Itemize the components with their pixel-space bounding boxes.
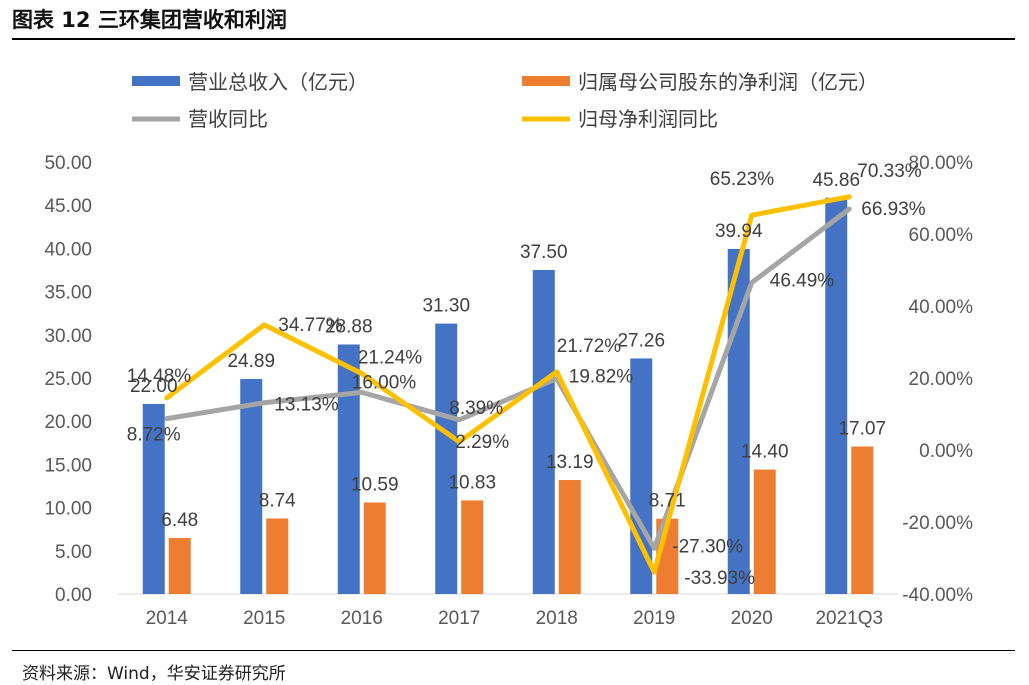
left-axis-tick: 15.00 [44,455,92,476]
data-label-revenue-yoy: 66.93% [861,199,926,220]
bar-net-profit [266,518,289,594]
x-axis: 2014 2015 2016 2017 2018 2019 2020 2021Q3 [118,593,898,629]
figure-title: 图表 12 三环集团营收和利润 [12,8,287,32]
data-label-revenue: 37.50 [520,242,568,263]
data-label-revenue-yoy: 8.72% [127,425,181,446]
bar-revenue [825,197,848,594]
data-label-net-profit-yoy: 65.23% [710,169,775,190]
left-axis-tick: 5.00 [55,542,92,563]
data-label-revenue-yoy: 46.49% [770,271,835,292]
bar-net-profit [851,446,874,594]
data-label-net-profit: 17.07 [838,419,886,440]
data-label-net-profit-yoy: 34.77% [278,315,343,336]
data-label-revenue: 39.94 [715,221,763,242]
x-axis-tick: 2014 [146,608,189,629]
data-label-net-profit: 14.40 [741,442,789,463]
bar-revenue [435,323,458,594]
data-label-net-profit-yoy: -33.93% [684,568,755,589]
bar-revenue [142,403,165,594]
bottom-rule [12,650,1015,651]
bars [142,197,874,594]
right-axis-tick: 60.00% [909,225,974,246]
data-label-revenue: 24.89 [227,351,275,372]
data-label-revenue: 45.86 [812,170,860,191]
legend: 营业总收入（亿元） 归属母公司股东的净利润（亿元） 营收同比 归母净利润同比 [132,70,878,131]
legend-label-net-profit: 归属母公司股东的净利润（亿元） [578,70,878,94]
lines [164,194,852,575]
legend-label-net-profit-yoy: 归母净利润同比 [578,107,718,131]
bar-net-profit [753,469,776,594]
legend-label-revenue-yoy: 营收同比 [188,107,268,131]
left-axis-tick: 10.00 [44,499,92,520]
x-axis-tick: 2017 [438,608,480,629]
data-label-net-profit: 6.48 [161,510,198,531]
data-label-revenue-yoy: -27.30% [672,536,743,557]
x-axis-tick: 2016 [341,608,383,629]
data-label-net-profit-yoy: 14.48% [127,366,192,387]
legend-label-revenue: 营业总收入（亿元） [188,70,368,94]
bar-revenue [532,270,555,594]
line-revenue-yoy [164,206,852,551]
left-axis-tick: 20.00 [44,412,92,433]
data-label-net-profit: 8.71 [649,491,686,512]
chart: 营业总收入（亿元） 归属母公司股东的净利润（亿元） 营收同比 归母净利润同比 0… [44,70,973,629]
x-axis-tick: 2021Q3 [815,608,883,629]
data-label-revenue: 31.30 [422,296,470,317]
right-axis-tick: -40.00% [902,585,973,606]
left-axis-tick: 30.00 [44,326,92,347]
data-label-revenue-yoy: 16.00% [352,372,417,393]
left-axis-tick: 40.00 [44,239,92,260]
bar-net-profit [363,502,386,594]
right-axis-tick: 80.00% [909,153,974,174]
data-label-revenue-yoy: 19.82% [569,367,634,388]
x-axis-tick: 2015 [243,608,285,629]
data-label-net-profit: 8.74 [259,490,296,511]
x-axis-tick: 2020 [731,608,773,629]
right-axis-tick: 40.00% [909,297,974,318]
x-axis-tick: 2019 [633,608,675,629]
data-label-net-profit-yoy: 21.24% [358,348,423,369]
bar-revenue [240,378,263,594]
data-label-revenue: 22.00 [130,376,178,397]
data-label-net-profit: 13.19 [546,452,594,473]
data-label-net-profit-yoy: 21.72% [557,336,622,357]
bar-net-profit [168,538,191,594]
data-label-net-profit-yoy: 2.29% [455,432,509,453]
top-rule [12,38,1015,40]
data-label-net-profit-yoy: 70.33% [857,161,922,182]
left-axis-tick: 0.00 [55,585,92,606]
data-label-revenue: 27.26 [617,330,665,351]
right-axis-tick: -20.00% [902,513,973,534]
legend-swatch-net-profit [522,76,570,86]
data-label-revenue-yoy: 13.13% [274,395,339,416]
data-label-revenue: 28.88 [325,316,373,337]
source-note: 资料来源：Wind，华安证券研究所 [22,664,286,684]
data-label-net-profit: 10.59 [351,475,399,496]
x-axis-tick: 2018 [536,608,578,629]
data-label-revenue-yoy: 8.39% [449,398,503,419]
right-axis-tick: 20.00% [909,369,974,390]
left-axis-ticks: 0.00 5.00 10.00 15.00 20.00 25.00 30.00 35.00 40… [44,153,92,606]
bar-net-profit [558,480,581,594]
left-axis-tick: 35.00 [44,283,92,304]
right-axis-tick: 0.00% [919,441,973,462]
bar-revenue [337,344,360,594]
line-net-profit-yoy [164,194,852,575]
data-labels: 22.00 6.48 24.89 8.74 28.88 10.59 31.30 10.83 37… [127,161,926,589]
left-axis-tick: 50.00 [44,153,92,174]
legend-swatch-revenue [132,76,180,86]
bar-net-profit [461,500,484,594]
left-axis-tick: 25.00 [44,369,92,390]
data-label-net-profit: 10.83 [448,472,496,493]
right-axis-ticks: -40.00% -20.00% 0.00% 20.00% 40.00% 60.00% 80.… [902,153,973,606]
left-axis-tick: 45.00 [44,196,92,217]
